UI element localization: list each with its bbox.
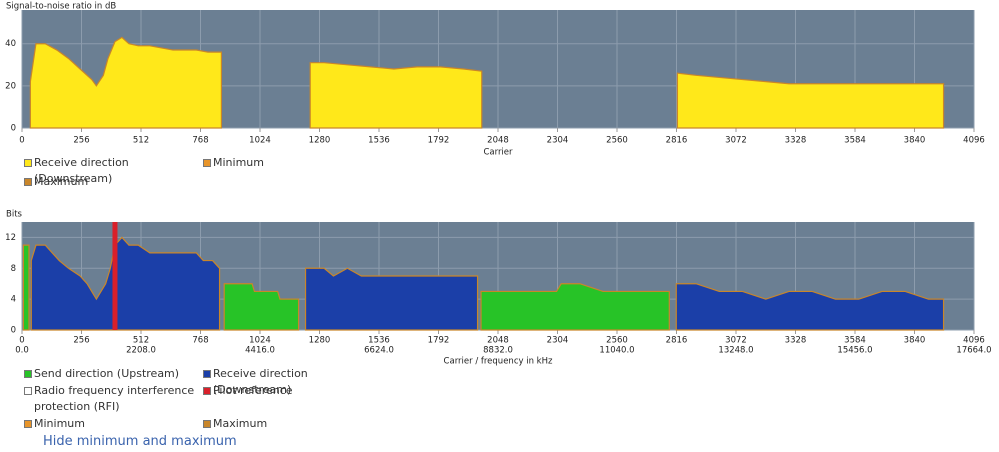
legend-item: Maximum <box>24 174 204 190</box>
legend-swatch <box>203 420 211 428</box>
area <box>309 62 483 129</box>
x-tick-label: 2816 <box>666 136 688 146</box>
y-tick-label: 4 <box>11 295 16 305</box>
legend-item: Maximum <box>203 416 383 432</box>
area <box>29 36 223 129</box>
y-tick-label: 20 <box>5 81 16 91</box>
x-tick-label: 512 <box>133 336 149 346</box>
x-tick-label: 3584 <box>844 336 866 346</box>
y-axis-label: Signal-to-noise ratio in dB <box>6 2 116 12</box>
x2-tick-label: 8832.0 <box>483 346 513 356</box>
y-tick-label: 0 <box>11 124 16 134</box>
x-tick-label: 2560 <box>606 336 628 346</box>
x-tick-label: 1536 <box>368 336 390 346</box>
x-tick-label: 1536 <box>368 136 390 146</box>
x-axis-label: Carrier <box>483 148 513 158</box>
legend-swatch <box>24 370 32 378</box>
legend-swatch <box>24 387 32 395</box>
x-tick-label: 512 <box>133 136 149 146</box>
x2-tick-label: 4416.0 <box>245 346 275 356</box>
x-tick-label: 1280 <box>309 336 331 346</box>
x-tick-label: 768 <box>192 136 208 146</box>
x2-tick-label: 13248.0 <box>718 346 753 356</box>
x-tick-label: 4096 <box>963 136 985 146</box>
area <box>676 72 945 129</box>
x-tick-label: 3840 <box>904 336 926 346</box>
x2-tick-label: 17664.0 <box>956 346 991 356</box>
x-tick-label: 0 <box>19 136 24 146</box>
x-tick-label: 3072 <box>725 336 747 346</box>
y-tick-label: 8 <box>11 264 16 274</box>
legend-item: Receive direction (Downstream) <box>203 366 383 398</box>
x-tick-label: 1024 <box>249 336 271 346</box>
x-tick-label: 256 <box>73 136 89 146</box>
x2-tick-label: 6624.0 <box>364 346 394 356</box>
x-tick-label: 256 <box>73 336 89 346</box>
x2-tick-label: 0.0 <box>15 346 29 356</box>
legend-item: Send direction (Upstream) <box>24 366 204 382</box>
legend-swatch <box>24 178 32 186</box>
area <box>22 244 30 331</box>
legend-swatch <box>203 370 211 378</box>
legend-swatch <box>24 159 32 167</box>
x2-tick-label: 15456.0 <box>837 346 872 356</box>
y-tick-label: 12 <box>5 233 16 243</box>
area <box>223 283 300 331</box>
x-tick-label: 2304 <box>547 136 569 146</box>
area <box>675 283 945 331</box>
legend-swatch <box>24 420 32 428</box>
x-tick-label: 1792 <box>428 336 450 346</box>
x-tick-label: 2304 <box>547 336 569 346</box>
legend-item: Pilot reference <box>203 383 383 399</box>
x-axis-label: Carrier / frequency in kHz <box>444 357 553 367</box>
x-tick-label: 3584 <box>844 136 866 146</box>
area <box>304 267 479 331</box>
y-axis-label: Bits <box>6 210 23 220</box>
y-tick-label: 40 <box>5 39 16 49</box>
x-tick-label: 3840 <box>904 136 926 146</box>
pilot-marker <box>112 222 118 330</box>
x-tick-label: 3072 <box>725 136 747 146</box>
x-tick-label: 1792 <box>428 136 450 146</box>
legend-swatch <box>203 387 211 395</box>
legend-swatch <box>203 159 211 167</box>
x-tick-label: 3328 <box>785 336 807 346</box>
x-tick-label: 2048 <box>487 136 509 146</box>
toggle-link[interactable]: Hide minimum and maximum <box>43 434 237 449</box>
x-tick-label: 2816 <box>666 336 688 346</box>
x-tick-label: 1280 <box>309 136 331 146</box>
x-tick-label: 2560 <box>606 136 628 146</box>
x-tick-label: 4096 <box>963 336 985 346</box>
x-tick-label: 3328 <box>785 136 807 146</box>
x-tick-label: 768 <box>192 336 208 346</box>
y-tick-label: 0 <box>11 326 16 336</box>
x-tick-label: 0 <box>19 336 24 346</box>
legend-item: Minimum <box>24 416 204 432</box>
legend-item: Minimum <box>203 155 383 171</box>
x2-tick-label: 2208.0 <box>126 346 156 356</box>
area <box>480 283 670 331</box>
legend-item: Radio frequency interference protection … <box>24 383 204 415</box>
legend-item: Receive direction (Downstream) <box>24 155 204 187</box>
x-tick-label: 2048 <box>487 336 509 346</box>
x2-tick-label: 11040.0 <box>599 346 634 356</box>
x-tick-label: 1024 <box>249 136 271 146</box>
